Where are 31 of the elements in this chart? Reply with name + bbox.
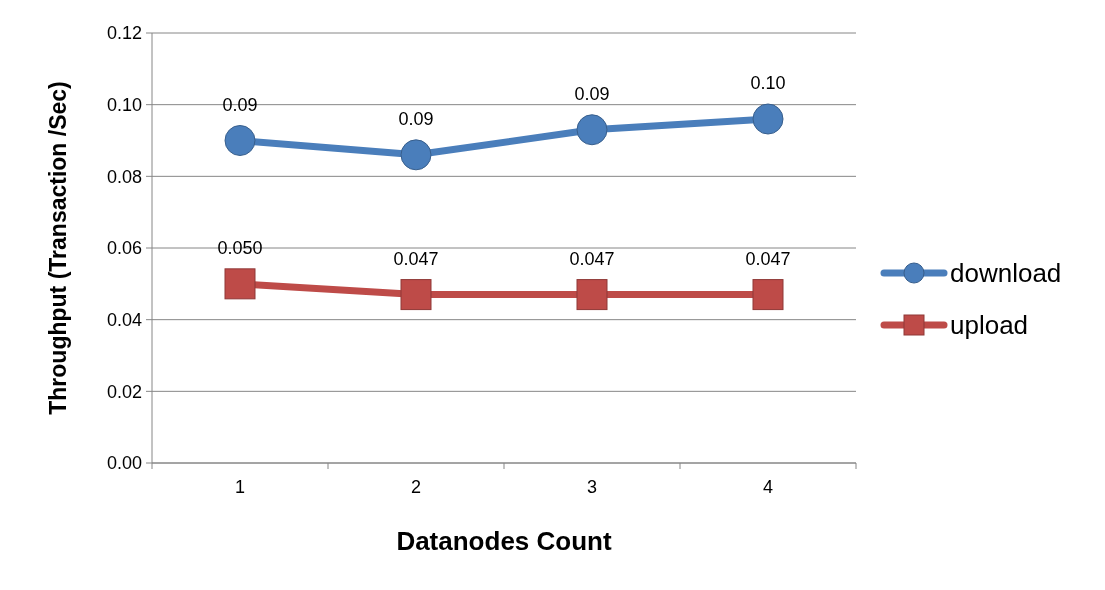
legend-label: upload xyxy=(950,310,1029,341)
point xyxy=(224,268,256,300)
y-tick-label: 0.02 xyxy=(106,381,142,402)
point xyxy=(400,139,432,171)
y-tick-label: 0.12 xyxy=(106,23,142,44)
x-tick-label: 3 xyxy=(586,477,598,497)
data-label: 0.10 xyxy=(750,73,786,93)
point xyxy=(576,114,608,146)
y-axis-title: Throughput (Transaction /Sec) xyxy=(45,81,71,415)
data-label: 0.09 xyxy=(574,83,610,104)
y-tick-label: 0.06 xyxy=(106,238,142,259)
data-label: 0.047 xyxy=(569,248,615,269)
point xyxy=(224,125,256,156)
data-label: 0.047 xyxy=(393,248,439,269)
legend-label: download xyxy=(950,258,1062,289)
x-tick-label: 1 xyxy=(234,477,246,497)
y-tick-label: 0.04 xyxy=(106,309,142,330)
y-tick-label: 0.08 xyxy=(106,166,142,187)
point xyxy=(752,279,784,311)
data-label: 0.050 xyxy=(217,237,263,258)
y-tick-label: 0.10 xyxy=(106,94,142,115)
point xyxy=(752,103,784,135)
data-label: 0.047 xyxy=(745,248,791,269)
data-label: 0.09 xyxy=(222,94,258,115)
y-tick-label: 0.00 xyxy=(106,453,142,474)
x-axis-title: Datanodes Count xyxy=(396,526,612,556)
x-tick-label: 4 xyxy=(762,477,774,497)
data-label: 0.09 xyxy=(398,108,434,129)
point xyxy=(576,279,608,311)
x-tick-label: 2 xyxy=(410,477,422,497)
point xyxy=(400,279,432,311)
